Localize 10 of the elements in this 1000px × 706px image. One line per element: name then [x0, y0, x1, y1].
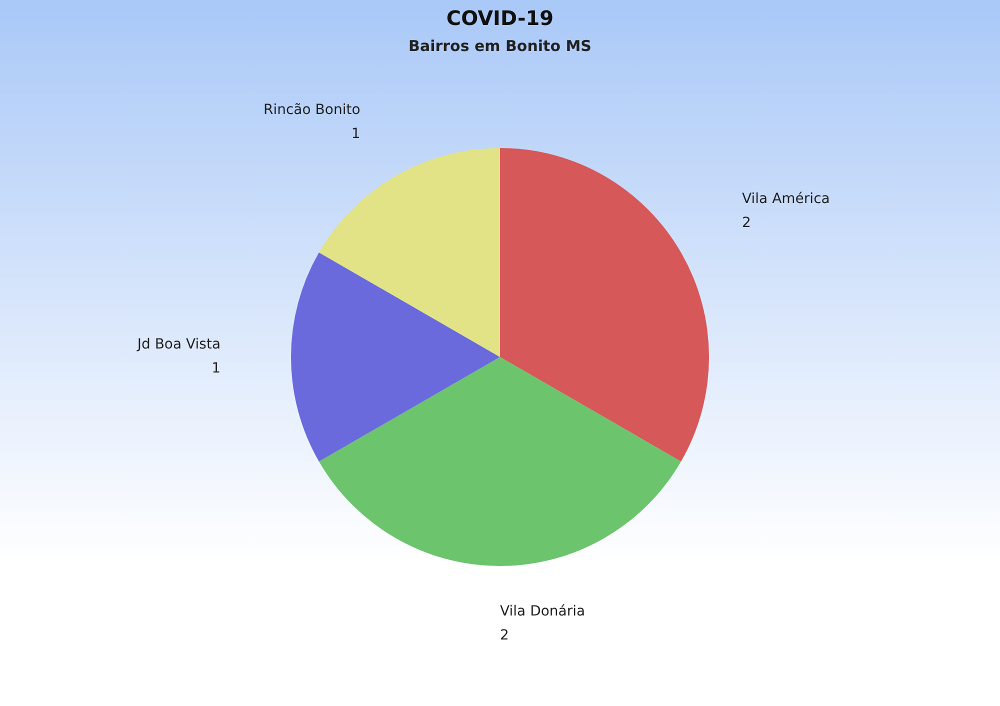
data-label: 1 — [212, 360, 221, 377]
slice-label: Jd Boa Vista — [136, 336, 221, 353]
slice-label: Rincão Bonito — [263, 102, 360, 118]
data-label: 2 — [742, 215, 751, 232]
slice-label: Vila Donária — [500, 604, 586, 620]
chart-subtitle: Bairros em Bonito MS — [408, 36, 592, 55]
chart-title: COVID-19 — [446, 6, 554, 30]
data-label: 2 — [500, 628, 509, 644]
slice-label: Vila América — [742, 191, 830, 208]
data-label: 1 — [351, 126, 360, 142]
